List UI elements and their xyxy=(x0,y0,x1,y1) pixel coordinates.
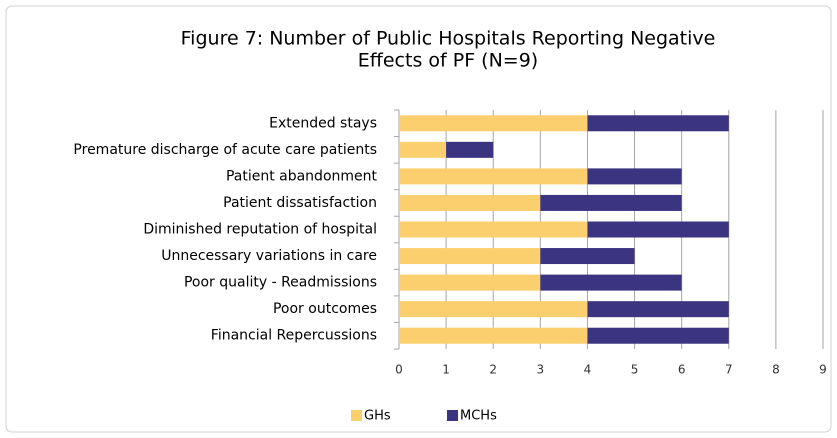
y-tick-label: Extended stays xyxy=(269,115,377,131)
y-tick-label: Poor outcomes xyxy=(273,301,377,317)
x-tick-label: 5 xyxy=(631,363,639,377)
bar xyxy=(399,301,588,318)
bar xyxy=(399,194,541,211)
bar xyxy=(587,115,729,132)
x-tick-label: 6 xyxy=(678,363,686,377)
bar xyxy=(540,274,682,291)
x-tick-label: 2 xyxy=(489,363,497,377)
bar xyxy=(540,194,682,211)
bar xyxy=(540,248,635,265)
bar xyxy=(446,141,494,158)
bar xyxy=(587,221,729,238)
x-tick-label: 8 xyxy=(772,363,780,377)
y-tick-label: Financial Repercussions xyxy=(211,328,377,344)
chart-title: Figure 7: Number of Public Hospitals Rep… xyxy=(181,28,716,50)
y-tick-label: Patient abandonment xyxy=(226,168,378,184)
bar xyxy=(587,327,729,344)
y-tick-label: Poor quality - Readmissions xyxy=(184,275,377,291)
bar xyxy=(399,327,588,344)
chart-title: Effects of PF (N=9) xyxy=(358,50,538,72)
x-tick-label: 4 xyxy=(584,363,592,377)
x-tick-label: 1 xyxy=(442,363,450,377)
legend-label: GHs xyxy=(364,409,391,424)
x-tick-label: 7 xyxy=(725,363,733,377)
bar xyxy=(399,168,588,185)
y-tick-label: Unnecessary variations in care xyxy=(161,248,377,264)
bar xyxy=(399,248,541,265)
chart-border xyxy=(5,5,832,433)
bar xyxy=(587,168,682,185)
bar xyxy=(399,221,588,238)
x-tick-label: 3 xyxy=(537,363,545,377)
y-tick-label: Premature discharge of acute care patien… xyxy=(73,142,377,158)
bar xyxy=(399,115,588,132)
legend-swatch xyxy=(447,410,458,421)
bar xyxy=(399,274,541,291)
bar xyxy=(587,301,729,318)
y-tick-label: Patient dissatisfaction xyxy=(223,195,377,211)
bar xyxy=(399,141,447,158)
x-tick-label: 9 xyxy=(819,363,827,377)
x-tick-label: 0 xyxy=(395,363,403,377)
legend-swatch xyxy=(351,410,362,421)
y-tick-label: Diminished reputation of hospital xyxy=(143,222,377,238)
legend-label: MCHs xyxy=(460,409,497,424)
